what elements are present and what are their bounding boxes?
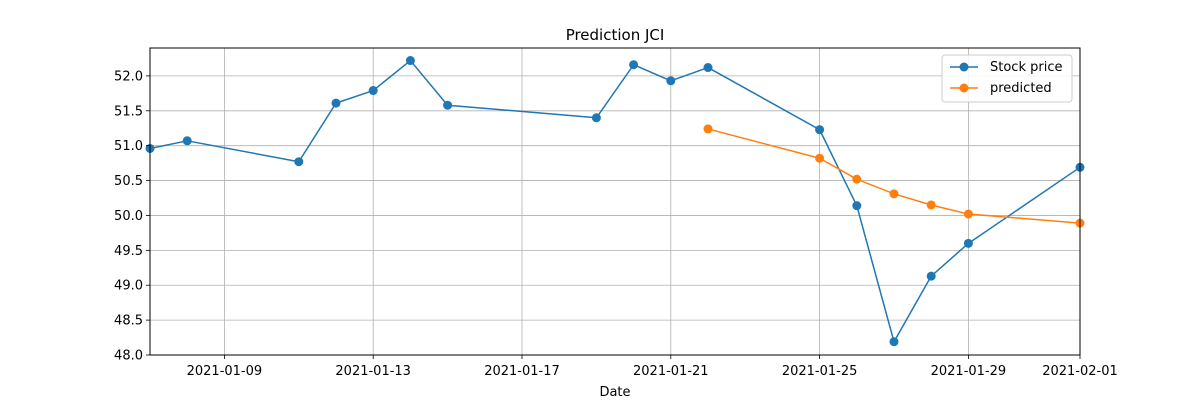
x-tick-label: 2021-01-29 [931,364,1007,379]
legend: Stock price predicted [941,54,1073,103]
x-tick-label: 2021-01-21 [633,364,709,379]
data-point-stock-price [926,271,936,281]
plot-frame [149,47,1081,356]
data-point-stock-price [294,157,304,167]
ticks: 2021-01-09 2021-01-13 2021-01-17 2021-01-21… [114,69,1118,379]
data-point-stock-price [815,125,825,135]
y-tick-label: 52.0 [114,69,143,84]
x-tick-label: 2021-01-25 [782,364,858,379]
data-point-predicted [963,209,973,219]
y-tick-label: 48.5 [114,314,143,329]
data-point-stock-price [666,76,676,86]
y-tick-label: 49.0 [114,279,143,294]
data-point-stock-price [591,113,601,123]
data-point-stock-price [889,337,899,347]
data-point-stock-price [852,201,862,211]
data-point-stock-price [405,56,415,66]
y-tick-label: 51.0 [114,139,143,154]
data-point-predicted [852,174,862,184]
data-point-stock-price [368,86,378,96]
data-point-stock-price [963,238,973,248]
y-tick-label: 48.0 [114,349,143,364]
data-point-stock-price [629,60,639,70]
x-tick-label: 2021-01-17 [484,364,560,379]
data-point-stock-price [182,136,192,146]
legend-marker-stock-price [959,62,969,72]
x-tick-label: 2021-01-13 [335,364,411,379]
legend-label-predicted: predicted [990,81,1052,96]
data-point-stock-price [331,98,341,108]
data-point-predicted [889,189,899,199]
x-tick-label: 2021-01-09 [187,364,263,379]
x-tick-label: 2021-02-01 [1042,364,1118,379]
legend-marker-predicted [959,83,969,93]
data-point-stock-price [703,63,713,73]
legend-label-stock-price: Stock price [990,60,1062,75]
y-tick-label: 49.5 [114,244,143,259]
data-point-stock-price [443,100,453,110]
chart-title: Prediction JCI [566,26,665,44]
y-tick-label: 50.0 [114,209,143,224]
data-point-predicted [703,124,713,134]
data-point-predicted [926,200,936,210]
data-point-predicted [815,153,825,163]
y-tick-label: 50.5 [114,174,143,189]
y-tick-label: 51.5 [114,104,143,119]
x-axis-label: Date [599,385,630,400]
